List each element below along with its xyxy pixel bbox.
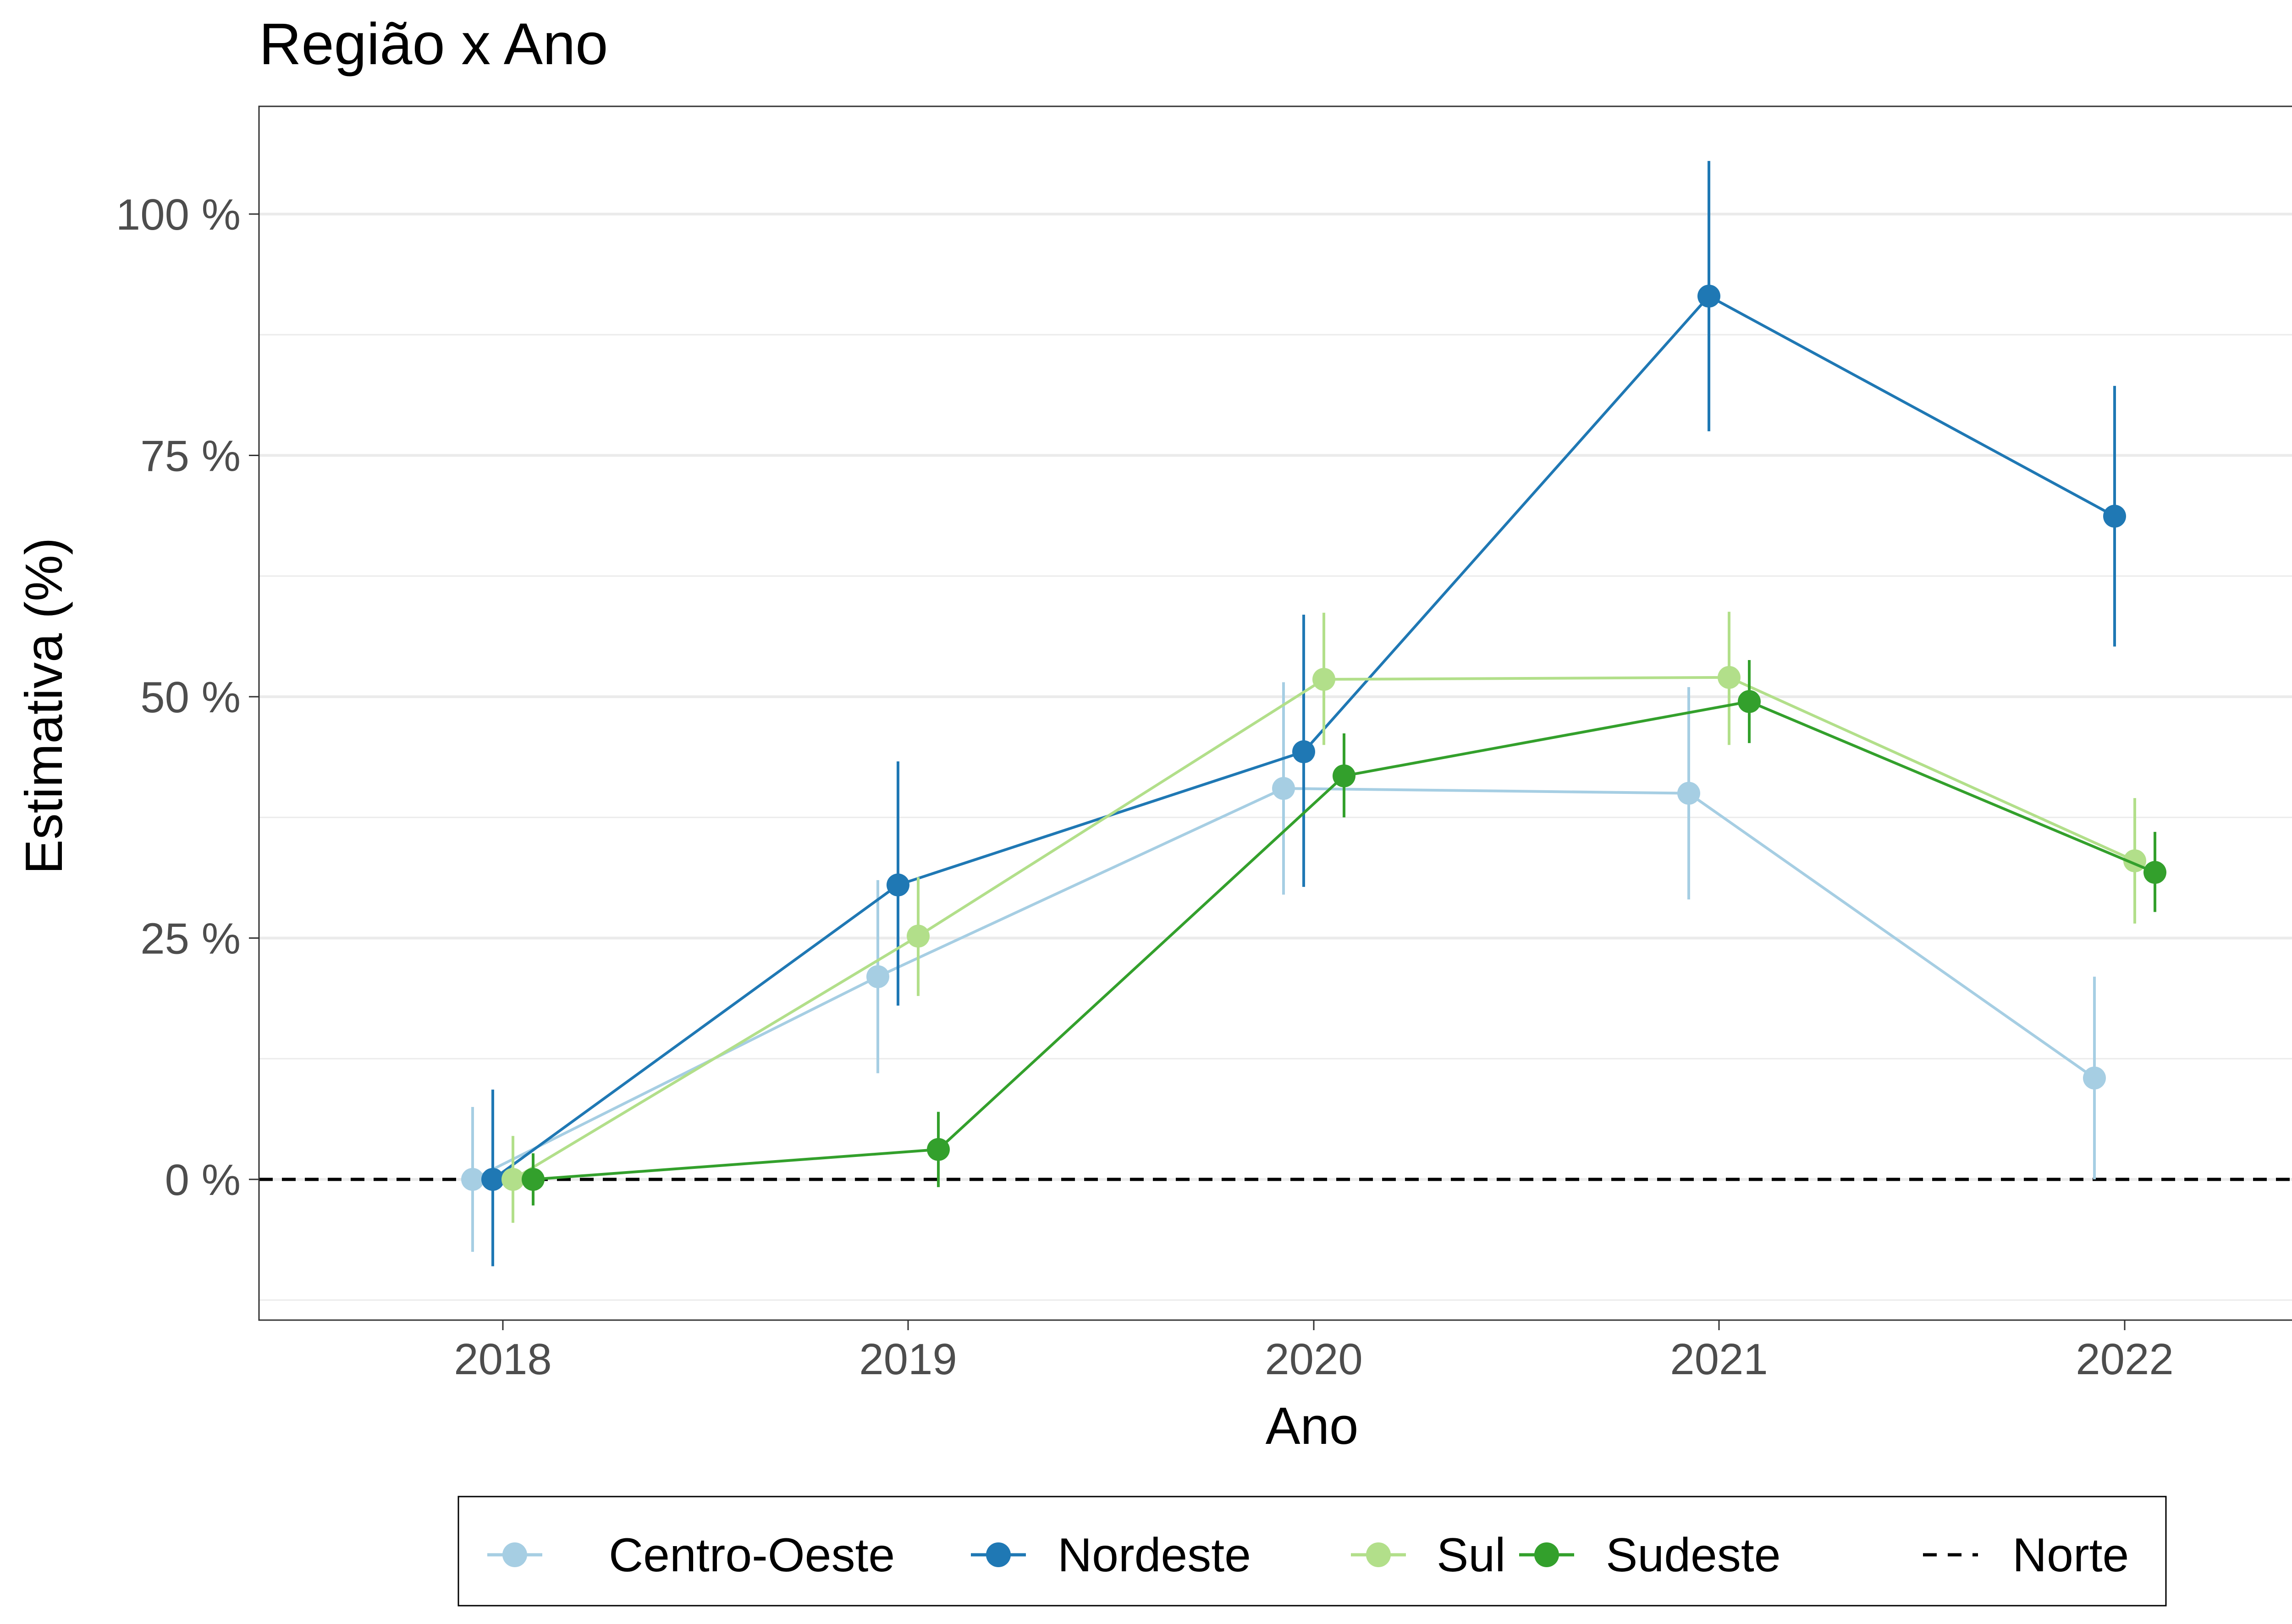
- x-axis-title: Ano: [1266, 1397, 1359, 1455]
- x-tick-label: 2020: [1265, 1335, 1363, 1384]
- y-tick-label: 0 %: [165, 1156, 241, 1205]
- data-point: [2083, 1066, 2106, 1090]
- series-line: [512, 676, 2136, 1181]
- data-point: [1272, 777, 1295, 800]
- legend-box: [457, 1496, 2167, 1607]
- legend-item-norte: Norte: [1923, 1529, 2129, 1582]
- data-point: [1677, 782, 1700, 805]
- x-axis: 2018 2019 2020 2021 2022: [454, 1320, 2174, 1384]
- legend-key-point: [1534, 1542, 1559, 1567]
- data-point: [866, 965, 889, 988]
- legend-label: Sul: [1437, 1529, 1505, 1582]
- data-point: [887, 873, 909, 897]
- y-axis: 0 % 25 % 50 % 75 % 100 %: [116, 190, 259, 1205]
- legend-label: Norte: [2012, 1529, 2129, 1582]
- legend-key-point: [1366, 1542, 1391, 1567]
- data-point: [1718, 666, 1741, 689]
- y-tick-label: 75 %: [140, 432, 241, 481]
- series-nordeste: [481, 161, 2126, 1266]
- data-point: [1738, 690, 1761, 713]
- legend-item-sudeste: Sudeste: [1519, 1529, 1781, 1582]
- data-point: [907, 925, 930, 948]
- data-point: [1697, 285, 1720, 308]
- y-tick-label: 25 %: [140, 914, 241, 963]
- data-point: [461, 1168, 484, 1191]
- legend-label: Sudeste: [1606, 1529, 1781, 1582]
- data-point: [481, 1168, 504, 1191]
- data-point: [2103, 505, 2126, 528]
- plot-area: [259, 161, 2292, 1266]
- grid: [259, 213, 2292, 1301]
- data-point: [501, 1168, 524, 1191]
- y-tick-label: 50 %: [140, 673, 241, 722]
- panel-border: [258, 105, 2292, 1321]
- legend: Centro-Oeste Nordeste Sul Sudeste Norte: [457, 1496, 2167, 1607]
- x-tick-label: 2019: [859, 1335, 957, 1384]
- legend-key-point: [986, 1542, 1011, 1567]
- legend-item-nordeste: Nordeste: [971, 1529, 1251, 1582]
- data-point: [522, 1168, 545, 1191]
- data-point: [1312, 668, 1335, 691]
- x-tick-label: 2022: [2076, 1335, 2174, 1384]
- legend-item-centro-oeste: Centro-Oeste: [487, 1529, 895, 1582]
- x-tick-label: 2018: [454, 1335, 552, 1384]
- legend-label: Centro-Oeste: [609, 1529, 895, 1582]
- y-tick-label: 100 %: [116, 190, 241, 239]
- y-axis-title: Estimativa (%): [15, 538, 73, 875]
- legend-label: Nordeste: [1058, 1529, 1251, 1582]
- legend-item-sul: Sul: [1351, 1529, 1505, 1582]
- series-sudeste: [522, 660, 2166, 1206]
- data-point: [1333, 764, 1355, 787]
- x-tick-label: 2021: [1670, 1335, 1768, 1384]
- series-centro-oeste: [461, 682, 2106, 1252]
- data-point: [927, 1138, 950, 1161]
- data-point: [2143, 861, 2166, 884]
- series-sul: [501, 611, 2146, 1223]
- legend-key-point: [502, 1542, 527, 1567]
- data-point: [1292, 740, 1315, 764]
- chart-title: Região x Ano: [259, 11, 608, 77]
